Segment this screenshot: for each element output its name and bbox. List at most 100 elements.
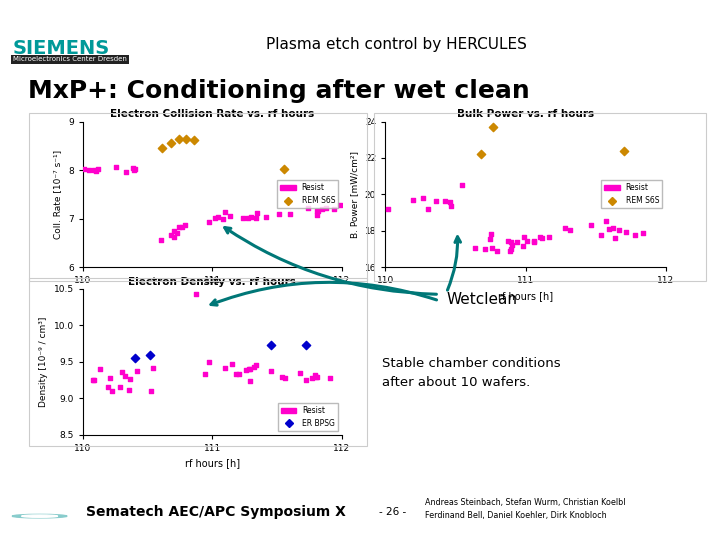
Point <box>382 205 394 214</box>
Point <box>505 245 517 253</box>
Point <box>487 123 499 131</box>
Point <box>484 235 495 244</box>
Point <box>265 341 276 349</box>
Point <box>492 247 503 255</box>
Point <box>306 374 318 382</box>
Point <box>220 208 231 217</box>
Point <box>92 165 104 173</box>
Point <box>423 205 434 213</box>
Point <box>273 210 284 219</box>
Point <box>250 213 261 222</box>
Point <box>148 364 159 373</box>
Point <box>311 210 323 219</box>
Point <box>102 383 113 391</box>
Point <box>251 361 262 369</box>
Text: Plasma etch control by HERCULES: Plasma etch control by HERCULES <box>266 37 526 52</box>
Point <box>613 226 625 235</box>
Point <box>278 165 289 173</box>
Point <box>203 218 215 226</box>
Title: Bulk Power vs. rf hours: Bulk Power vs. rf hours <box>457 109 594 119</box>
Point <box>129 354 140 362</box>
Point <box>325 374 336 383</box>
Point <box>629 231 641 239</box>
Point <box>521 237 532 245</box>
Point <box>129 165 140 173</box>
Point <box>595 231 606 240</box>
Point <box>528 237 540 246</box>
Y-axis label: B. Power [mW/cm²]: B. Power [mW/cm²] <box>350 151 359 238</box>
Point <box>312 206 324 215</box>
Point <box>475 150 487 159</box>
Point <box>217 214 229 223</box>
Point <box>608 224 619 232</box>
Point <box>609 233 621 242</box>
Point <box>111 163 122 172</box>
Title: Electron Density vs. rf hours: Electron Density vs. rf hours <box>128 276 297 287</box>
Point <box>310 370 321 379</box>
X-axis label: rf hours [h]: rf hours [h] <box>185 458 240 468</box>
Point <box>518 232 530 241</box>
Text: MxP+: Conditioning after wet clean: MxP+: Conditioning after wet clean <box>28 79 530 103</box>
Point <box>155 235 166 244</box>
Point <box>165 139 176 147</box>
Point <box>168 226 180 235</box>
Point <box>89 166 100 174</box>
Point <box>559 224 570 233</box>
Point <box>78 165 90 174</box>
Point <box>266 367 277 376</box>
Point <box>505 238 517 246</box>
Point <box>439 197 451 206</box>
Point <box>418 194 429 202</box>
Point <box>120 168 131 177</box>
Point <box>226 360 238 369</box>
Point <box>284 210 295 219</box>
Point <box>210 213 221 222</box>
Text: Andreas Steinbach, Stefan Wurm, Christian Koelbl
Ferdinand Bell, Daniel Koehler,: Andreas Steinbach, Stefan Wurm, Christia… <box>425 498 625 519</box>
Point <box>132 367 143 375</box>
Point <box>83 166 94 174</box>
Point <box>86 376 98 384</box>
Point <box>173 223 184 232</box>
Point <box>507 241 518 249</box>
Point <box>600 217 611 226</box>
Point <box>181 134 192 143</box>
Point <box>456 181 468 190</box>
Text: Stable chamber conditions
after about 10 wafers.: Stable chamber conditions after about 10… <box>382 356 560 389</box>
Text: Microelectronics Center Dresden: Microelectronics Center Dresden <box>13 56 127 62</box>
Point <box>479 244 490 253</box>
Text: - 26 -: - 26 - <box>379 508 406 517</box>
Point <box>176 223 188 232</box>
Point <box>116 367 127 376</box>
Point <box>242 214 253 222</box>
Point <box>219 364 230 373</box>
Circle shape <box>22 515 58 517</box>
Point <box>190 289 202 298</box>
Point <box>94 365 105 374</box>
Point <box>114 383 125 391</box>
Point <box>224 212 235 220</box>
Point <box>445 202 456 211</box>
Point <box>310 373 322 382</box>
Point <box>233 370 245 379</box>
Legend: Resist, REM S6S: Resist, REM S6S <box>277 180 338 208</box>
Point <box>536 234 547 242</box>
Point <box>603 225 615 233</box>
Point <box>128 165 140 174</box>
Text: Wetclean: Wetclean <box>446 292 518 307</box>
Point <box>544 233 555 242</box>
Point <box>168 233 179 241</box>
Point <box>91 166 102 175</box>
X-axis label: rf hours [h]: rf hours [h] <box>498 291 553 301</box>
Circle shape <box>12 515 67 518</box>
Point <box>199 370 211 379</box>
Point <box>335 201 346 210</box>
Point <box>517 242 528 251</box>
Point <box>444 198 456 206</box>
Point <box>244 365 256 374</box>
Point <box>104 374 116 382</box>
Point <box>503 237 514 246</box>
Point <box>240 366 252 375</box>
Point <box>189 136 200 144</box>
Point <box>248 363 260 372</box>
Point <box>564 226 575 234</box>
